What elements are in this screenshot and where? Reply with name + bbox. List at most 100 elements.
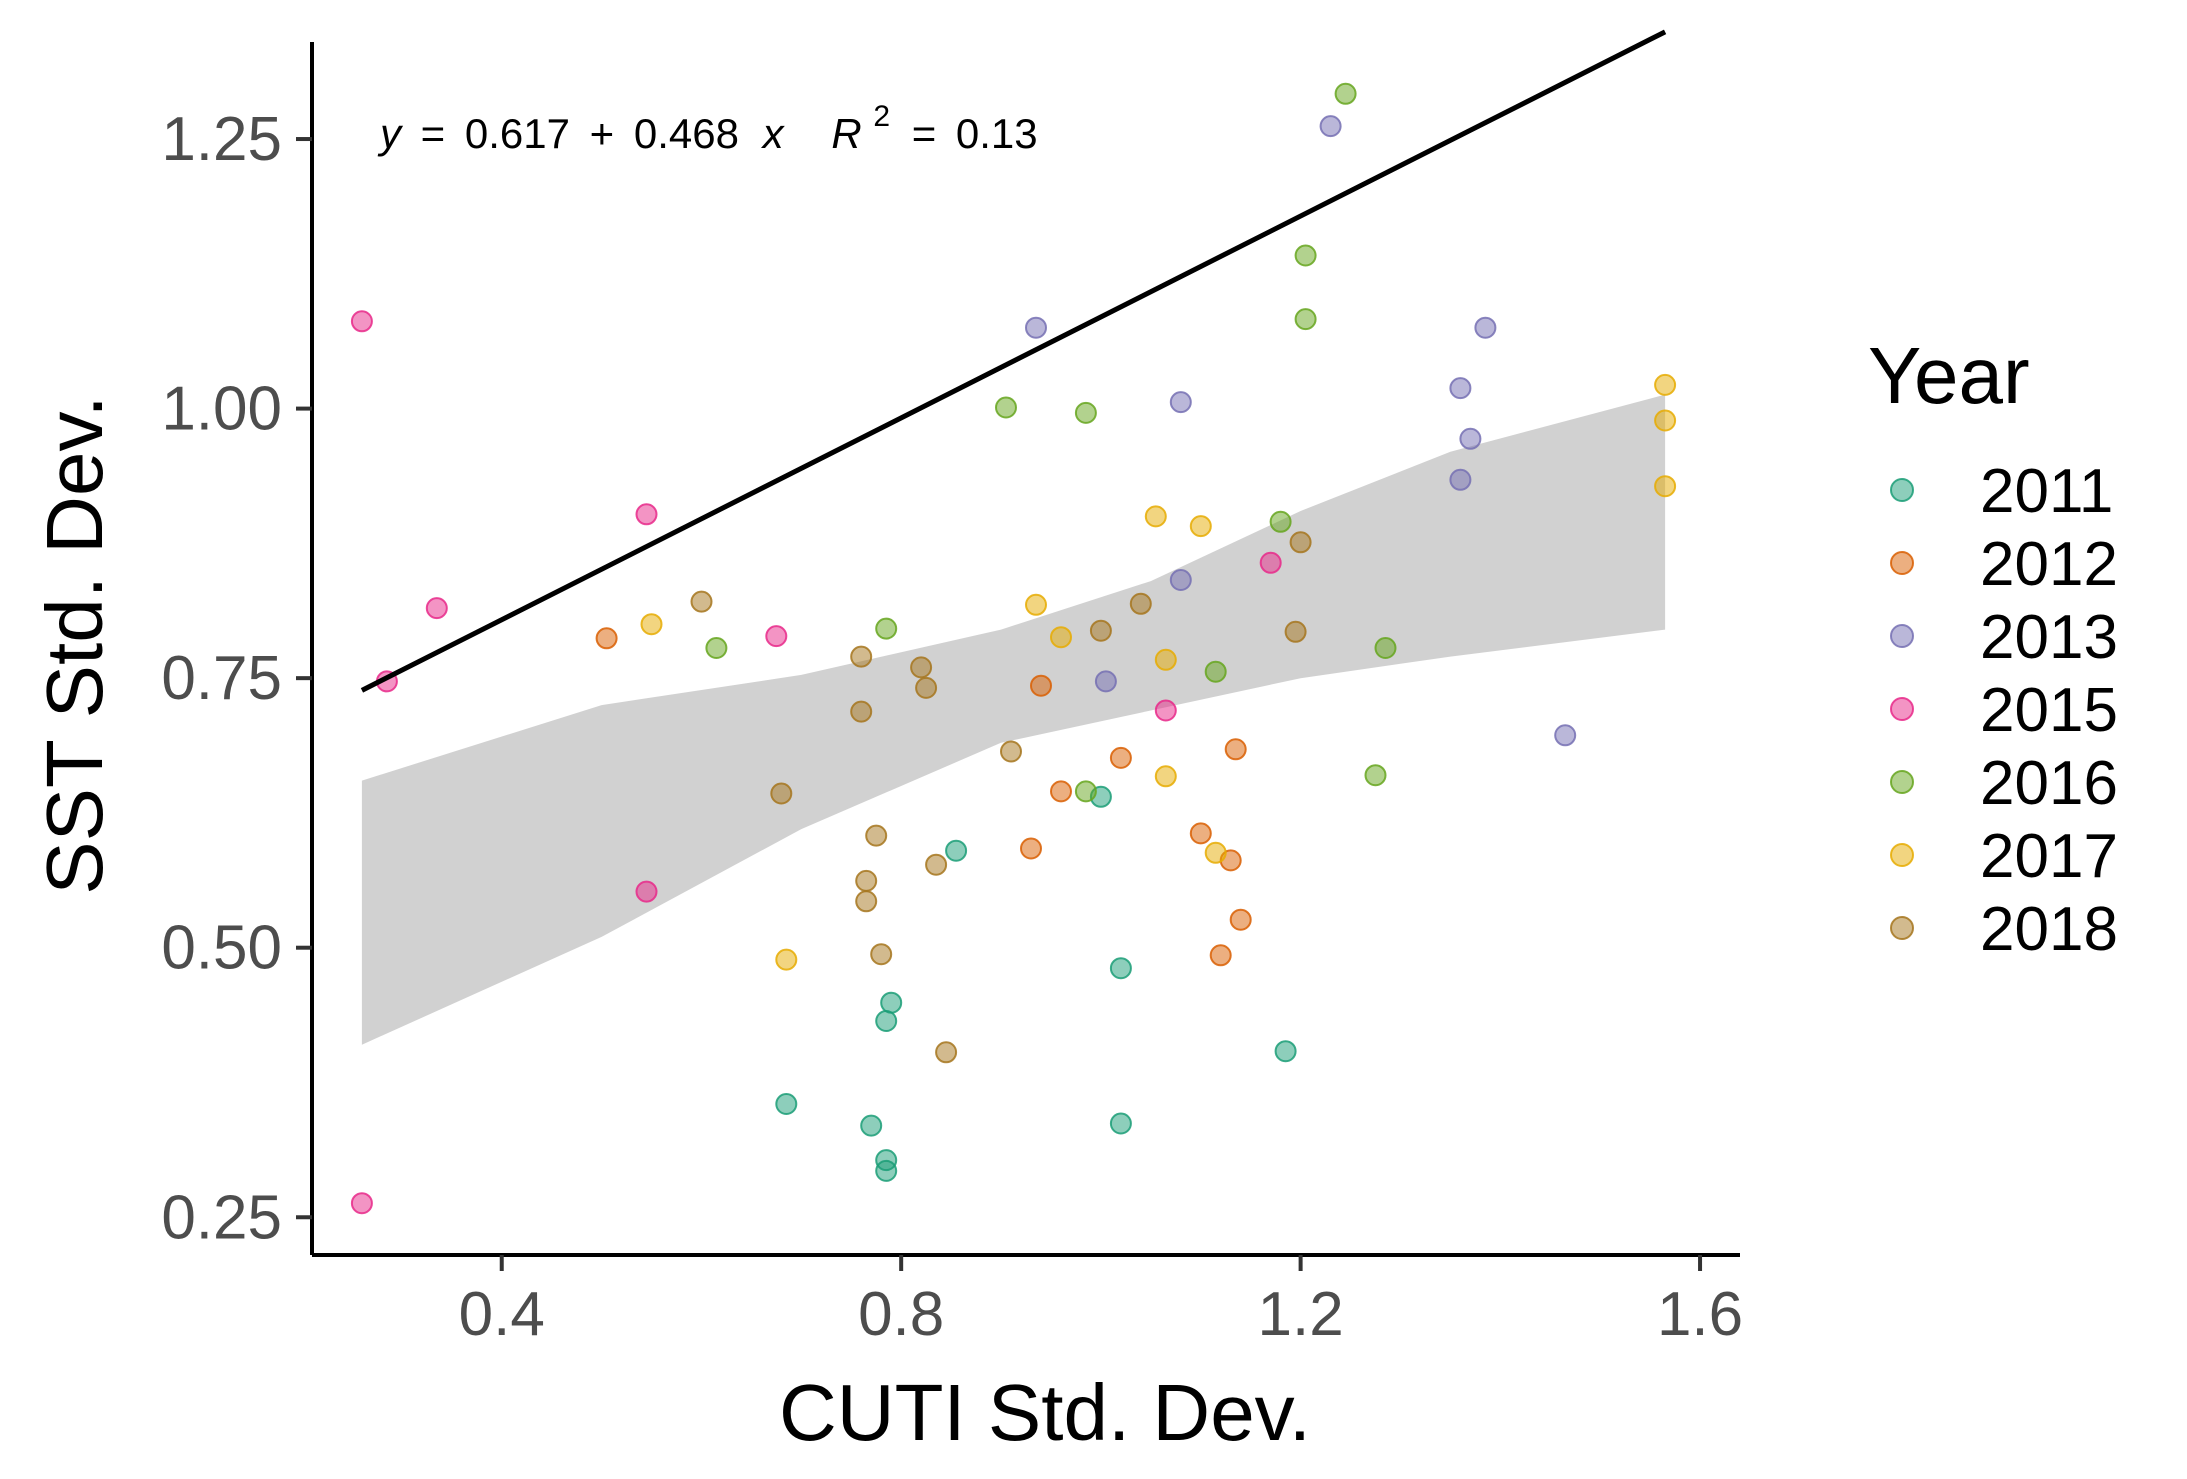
x-axis-title: CUTI Std. Dev. — [779, 1368, 1311, 1457]
eq-slope: 0.468 — [634, 110, 739, 157]
legend-label-2011: 2011 — [1980, 457, 2113, 526]
point-2016 — [1074, 401, 1097, 424]
legend-key-2013 — [1890, 624, 1914, 648]
x-tick-label: 0.4 — [459, 1280, 545, 1349]
point-2018 — [855, 890, 878, 913]
point-2012 — [1030, 674, 1052, 697]
legend-key-2015 — [1890, 697, 1914, 721]
eq-y-var: y — [377, 110, 404, 157]
point-2016 — [1294, 244, 1317, 267]
point-2018 — [690, 590, 713, 613]
point-2011 — [775, 1093, 798, 1115]
point-2016 — [1334, 82, 1357, 105]
eq-plus: + — [590, 110, 615, 157]
point-2011 — [1274, 1040, 1297, 1063]
point-2012 — [595, 627, 618, 650]
y-tick-label: 1.00 — [161, 375, 282, 444]
point-2015 — [350, 1192, 373, 1215]
data-points — [350, 82, 1677, 1215]
point-2011 — [875, 1159, 898, 1182]
point-2013 — [1449, 377, 1472, 400]
axes: 0.4 0.8 1.2 1.6 0.25 0.50 0.75 1.00 1.25 — [161, 42, 1743, 1349]
point-2018 — [770, 782, 793, 805]
point-2018 — [1129, 592, 1152, 615]
point-2017 — [1154, 765, 1177, 788]
point-2017 — [1654, 475, 1677, 498]
point-2013 — [1169, 391, 1192, 414]
legend-label-2017: 2017 — [1980, 822, 2118, 891]
y-tick-label: 0.75 — [161, 644, 282, 713]
point-2017 — [640, 613, 663, 636]
point-2012 — [1050, 780, 1072, 803]
regression-line — [360, 29, 1667, 693]
point-2018 — [1284, 620, 1307, 643]
eq-intercept: 0.617 — [465, 110, 570, 157]
point-2015 — [635, 880, 658, 903]
point-2015 — [425, 597, 448, 620]
eq-x-var: x — [761, 110, 786, 157]
x-tick-label: 1.2 — [1258, 1280, 1344, 1349]
legend-key-2018 — [1890, 916, 1914, 940]
point-2016 — [995, 396, 1017, 419]
point-2015 — [350, 310, 373, 333]
y-axis-title: SST Std. Dev. — [30, 395, 119, 894]
point-2016 — [1374, 637, 1397, 659]
point-2017 — [1050, 626, 1072, 649]
point-2018 — [865, 824, 888, 847]
point-2011 — [875, 1010, 898, 1032]
point-2012 — [1020, 837, 1042, 860]
point-2018 — [1289, 531, 1312, 554]
point-2013 — [1459, 427, 1482, 450]
legend-key-2016 — [1890, 770, 1914, 794]
eq-r2-value: 0.13 — [956, 110, 1038, 157]
x-axis-ticks: 0.4 0.8 1.2 1.6 — [459, 1255, 1743, 1349]
eq-equals: = — [421, 110, 446, 157]
point-2015 — [635, 503, 658, 526]
legend-key-2011 — [1890, 478, 1914, 502]
eq-equals-2: = — [912, 110, 937, 157]
legend-title: Year — [1868, 331, 2030, 420]
point-2016 — [1294, 308, 1317, 331]
point-2017 — [1144, 505, 1167, 528]
point-2013 — [1319, 115, 1342, 138]
point-2017 — [1654, 409, 1677, 432]
regression-equation: y = 0.617 + 0.468 x R 2 = 0.13 — [377, 88, 1038, 157]
legend-key-2017 — [1890, 843, 1914, 867]
point-2015 — [1259, 551, 1282, 574]
point-2018 — [1089, 619, 1112, 642]
point-2011 — [860, 1114, 883, 1137]
point-2018 — [870, 943, 893, 966]
point-2018 — [910, 656, 933, 679]
point-2017 — [1189, 515, 1212, 538]
x-tick-label: 0.8 — [858, 1280, 944, 1349]
point-2018 — [855, 869, 878, 892]
point-2017 — [1154, 648, 1177, 671]
legend-label-2015: 2015 — [1980, 676, 2118, 745]
y-tick-label: 0.25 — [161, 1183, 282, 1252]
point-2011 — [1109, 1112, 1132, 1135]
y-axis-ticks: 0.25 0.50 0.75 1.00 1.25 — [161, 105, 312, 1252]
point-2017 — [1025, 593, 1047, 616]
confidence-band — [361, 394, 1666, 1045]
legend-label-2012: 2012 — [1980, 530, 2118, 599]
x-tick-label: 1.6 — [1657, 1280, 1743, 1349]
legend-label-2013: 2013 — [1980, 603, 2118, 672]
legend-label-2018: 2018 — [1980, 895, 2118, 964]
point-2015 — [765, 625, 788, 648]
point-2011 — [880, 991, 903, 1014]
point-2018 — [915, 676, 938, 699]
point-2012 — [1224, 738, 1247, 761]
legend-label-2016: 2016 — [1980, 749, 2118, 818]
point-2013 — [1474, 316, 1497, 339]
point-2017 — [775, 948, 798, 971]
point-2016 — [1074, 780, 1097, 803]
point-2013 — [1554, 724, 1577, 747]
point-2018 — [935, 1041, 958, 1064]
point-2016 — [1364, 764, 1387, 787]
point-2018 — [925, 853, 948, 876]
point-2018 — [1000, 740, 1022, 763]
point-2013 — [1025, 316, 1047, 339]
